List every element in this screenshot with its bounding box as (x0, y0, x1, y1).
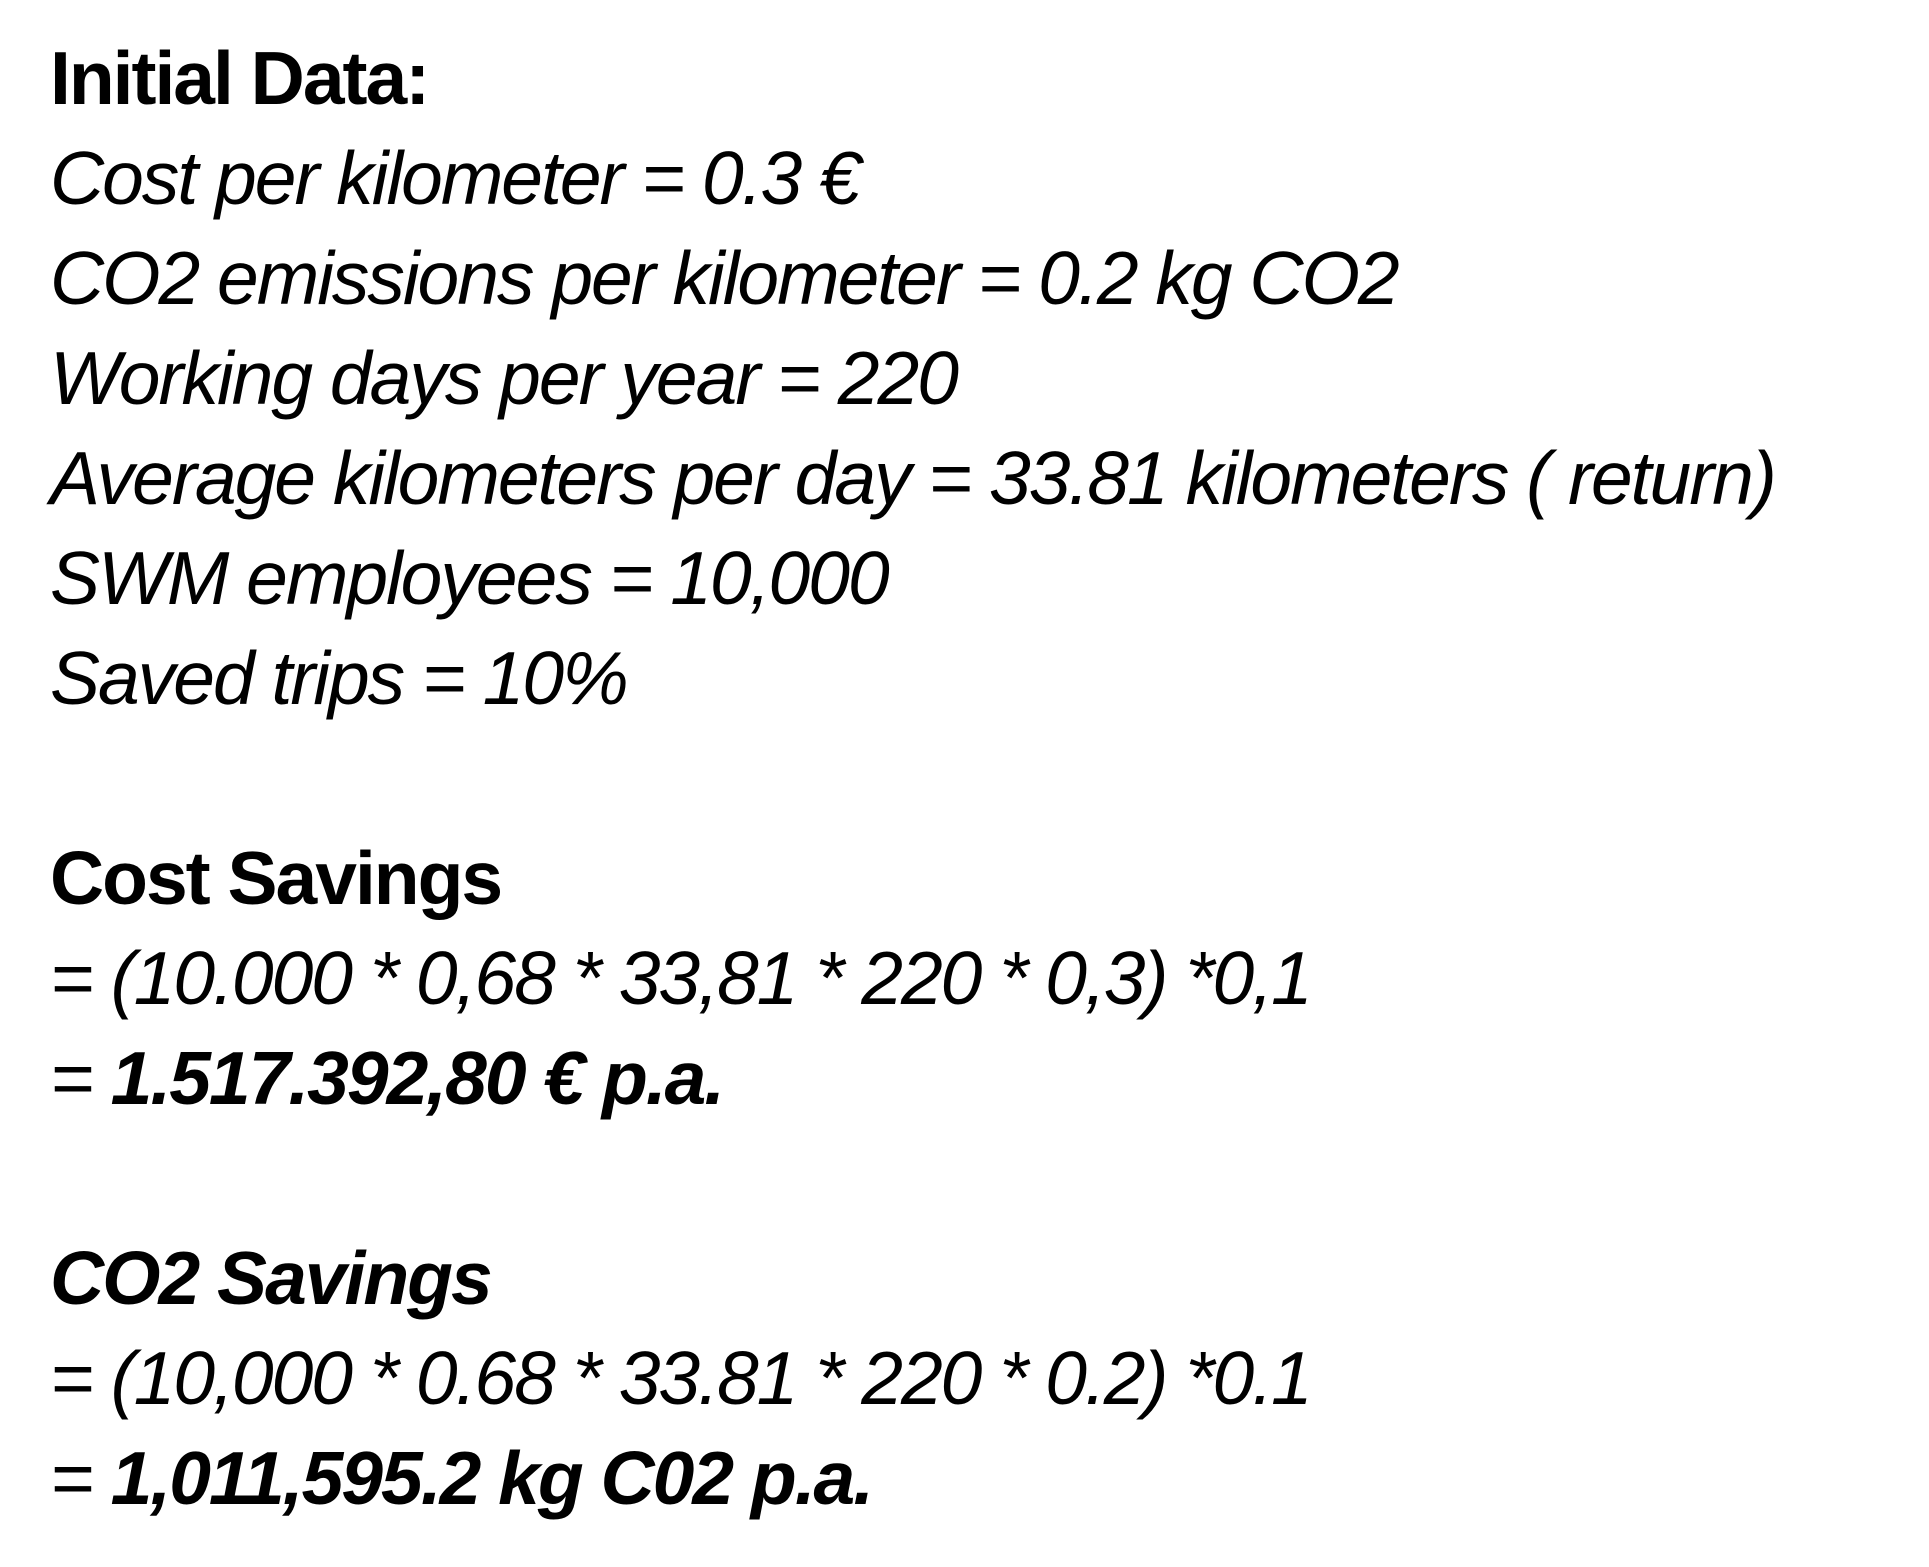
co2-savings-formula: = (10,000 * 0.68 * 33.81 * 220 * 0.2) *0… (50, 1336, 1313, 1420)
cost-savings-formula: = (10.000 * 0,68 * 33,81 * 220 * 0,3) *0… (50, 936, 1313, 1020)
cost-savings-result: = 1.517.392,80 € p.a. (50, 1028, 1929, 1128)
cost-savings-result-prefix: = (50, 1036, 111, 1120)
employees-line: SWM employees = 10,000 (50, 536, 890, 620)
co2-savings-heading: CO2 Savings (50, 1236, 493, 1320)
avg-km-per-day-line: Average kilometers per day = 33.81 kilom… (50, 436, 1777, 520)
working-days-line: Working days per year = 220 (50, 336, 959, 420)
cost-savings-heading: Cost Savings (50, 836, 503, 920)
saved-trips-line: Saved trips = 10% (50, 636, 629, 720)
initial-data-heading: Initial Data: (50, 36, 430, 120)
co2-savings-result-prefix: = (50, 1436, 111, 1520)
cost-per-km-line: Cost per kilometer = 0.3 € (50, 136, 861, 220)
section-spacer (50, 1128, 1929, 1228)
co2-savings-result: = 1,011,595.2 kg C02 p.a. (50, 1428, 1929, 1528)
co2-savings-result-value: 1,011,595.2 kg C02 p.a. (110, 1436, 874, 1520)
section-spacer (50, 728, 1929, 828)
co2-per-km-line: CO2 emissions per kilometer = 0.2 kg CO2 (50, 236, 1400, 320)
cost-savings-result-value: 1.517.392,80 € p.a. (110, 1036, 726, 1120)
